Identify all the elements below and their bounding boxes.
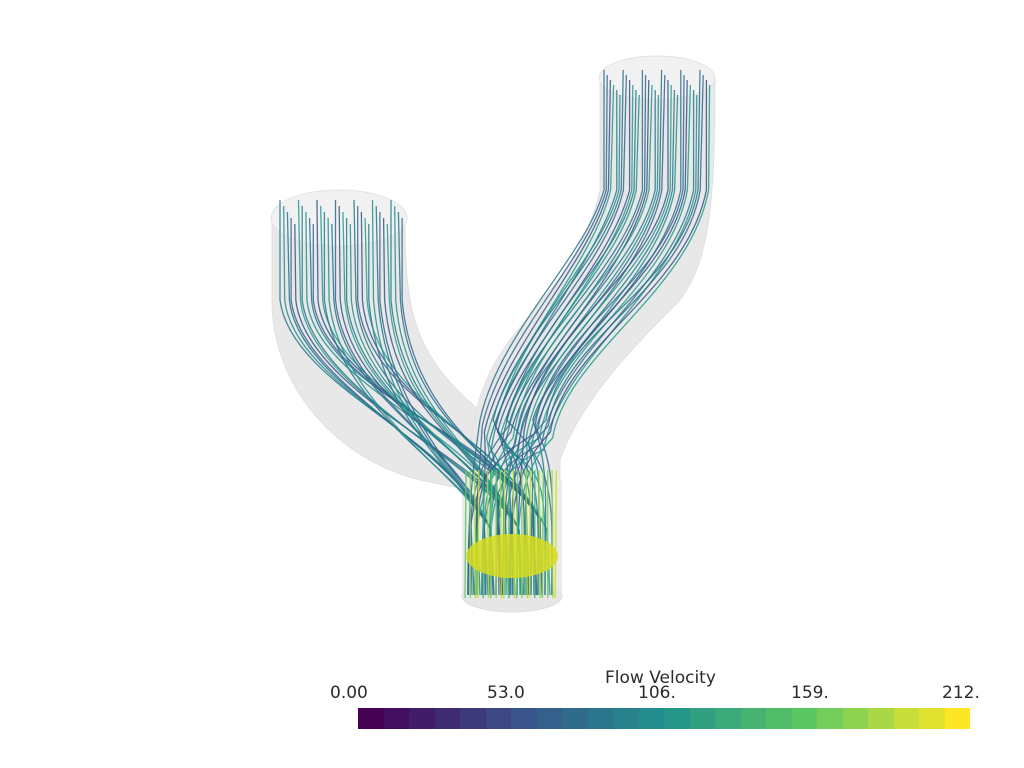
scalar-bar-band — [868, 708, 894, 729]
scalar-bar-band — [715, 708, 741, 729]
streamline — [495, 94, 660, 596]
scalar-bar-band — [766, 708, 792, 729]
streamline — [496, 80, 631, 596]
scalar-bar-tick-3: 159. — [791, 683, 829, 703]
scalar-bar-title: Flow Velocity — [605, 668, 716, 688]
streamline — [474, 74, 608, 596]
scalar-bar-band — [842, 708, 868, 729]
scalar-bar-tick-0: 0.00 — [330, 683, 368, 703]
streamline — [492, 69, 624, 596]
streamline — [481, 90, 695, 596]
streamline — [502, 74, 704, 596]
streamline — [473, 469, 477, 599]
scalar-bar-band — [740, 708, 766, 729]
scalar-bar-band — [664, 708, 690, 729]
streamline — [386, 223, 510, 596]
streamline — [490, 469, 493, 599]
streamline — [528, 469, 532, 599]
streamline — [509, 74, 666, 596]
streamline — [467, 74, 647, 596]
streamlines — [279, 69, 711, 599]
scalar-bar-tick-2: 106. — [638, 683, 676, 703]
scalar-bar-band — [817, 708, 843, 729]
streamline — [371, 199, 478, 595]
streamline — [516, 84, 711, 596]
streamline — [525, 469, 528, 599]
scalar-bar-band — [919, 708, 945, 729]
streamline — [503, 469, 506, 599]
vessel-surface — [270, 55, 716, 613]
scalar-bar-band — [358, 708, 384, 729]
scalar-bar-color-strip — [358, 708, 970, 729]
streamline — [527, 89, 676, 596]
scalar-bar-band — [460, 708, 486, 729]
streamline — [323, 212, 473, 596]
scalar-bar-tick-1: 53.0 — [487, 683, 525, 703]
streamline — [382, 217, 502, 596]
scalar-bar-band — [587, 708, 613, 729]
streamline — [538, 469, 541, 599]
streamline — [474, 84, 692, 596]
streamline — [505, 70, 644, 596]
streamline — [481, 84, 653, 596]
scalar-bar-band — [434, 708, 460, 729]
streamline — [512, 469, 515, 599]
streamline — [464, 469, 467, 599]
streamline — [541, 469, 545, 599]
streamline — [477, 469, 480, 599]
streamline — [516, 80, 669, 596]
scalar-bar-band — [409, 708, 435, 729]
scalar-bar-band — [536, 708, 562, 729]
streamline — [523, 84, 672, 596]
streamline — [515, 469, 519, 599]
streamline — [501, 89, 637, 596]
streamline — [467, 79, 688, 596]
streamline — [554, 469, 557, 599]
scalar-bar-band — [383, 708, 409, 729]
streamline — [503, 94, 640, 596]
outlet-high-velocity-region — [466, 534, 558, 578]
streamline — [485, 84, 615, 596]
scalar-bar-tick-4: 212. — [942, 683, 980, 703]
streamline — [397, 211, 529, 596]
streamline — [327, 217, 481, 596]
scalar-bar: Flow Velocity 0.00 53.0 106. 159. 212. — [330, 668, 990, 734]
scalar-bar-band — [689, 708, 715, 729]
scalar-bar-band — [613, 708, 639, 729]
streamline — [495, 69, 701, 596]
scalar-bar-band — [511, 708, 537, 729]
streamline — [486, 469, 490, 599]
scalar-bar-band — [485, 708, 511, 729]
scalar-bar-band — [944, 708, 970, 729]
scalar-bar-band — [791, 708, 817, 729]
scalar-bar-band — [562, 708, 588, 729]
streamline — [499, 469, 503, 599]
scalar-bar-band — [638, 708, 664, 729]
scalar-bar-band — [893, 708, 919, 729]
streamline — [551, 469, 554, 599]
